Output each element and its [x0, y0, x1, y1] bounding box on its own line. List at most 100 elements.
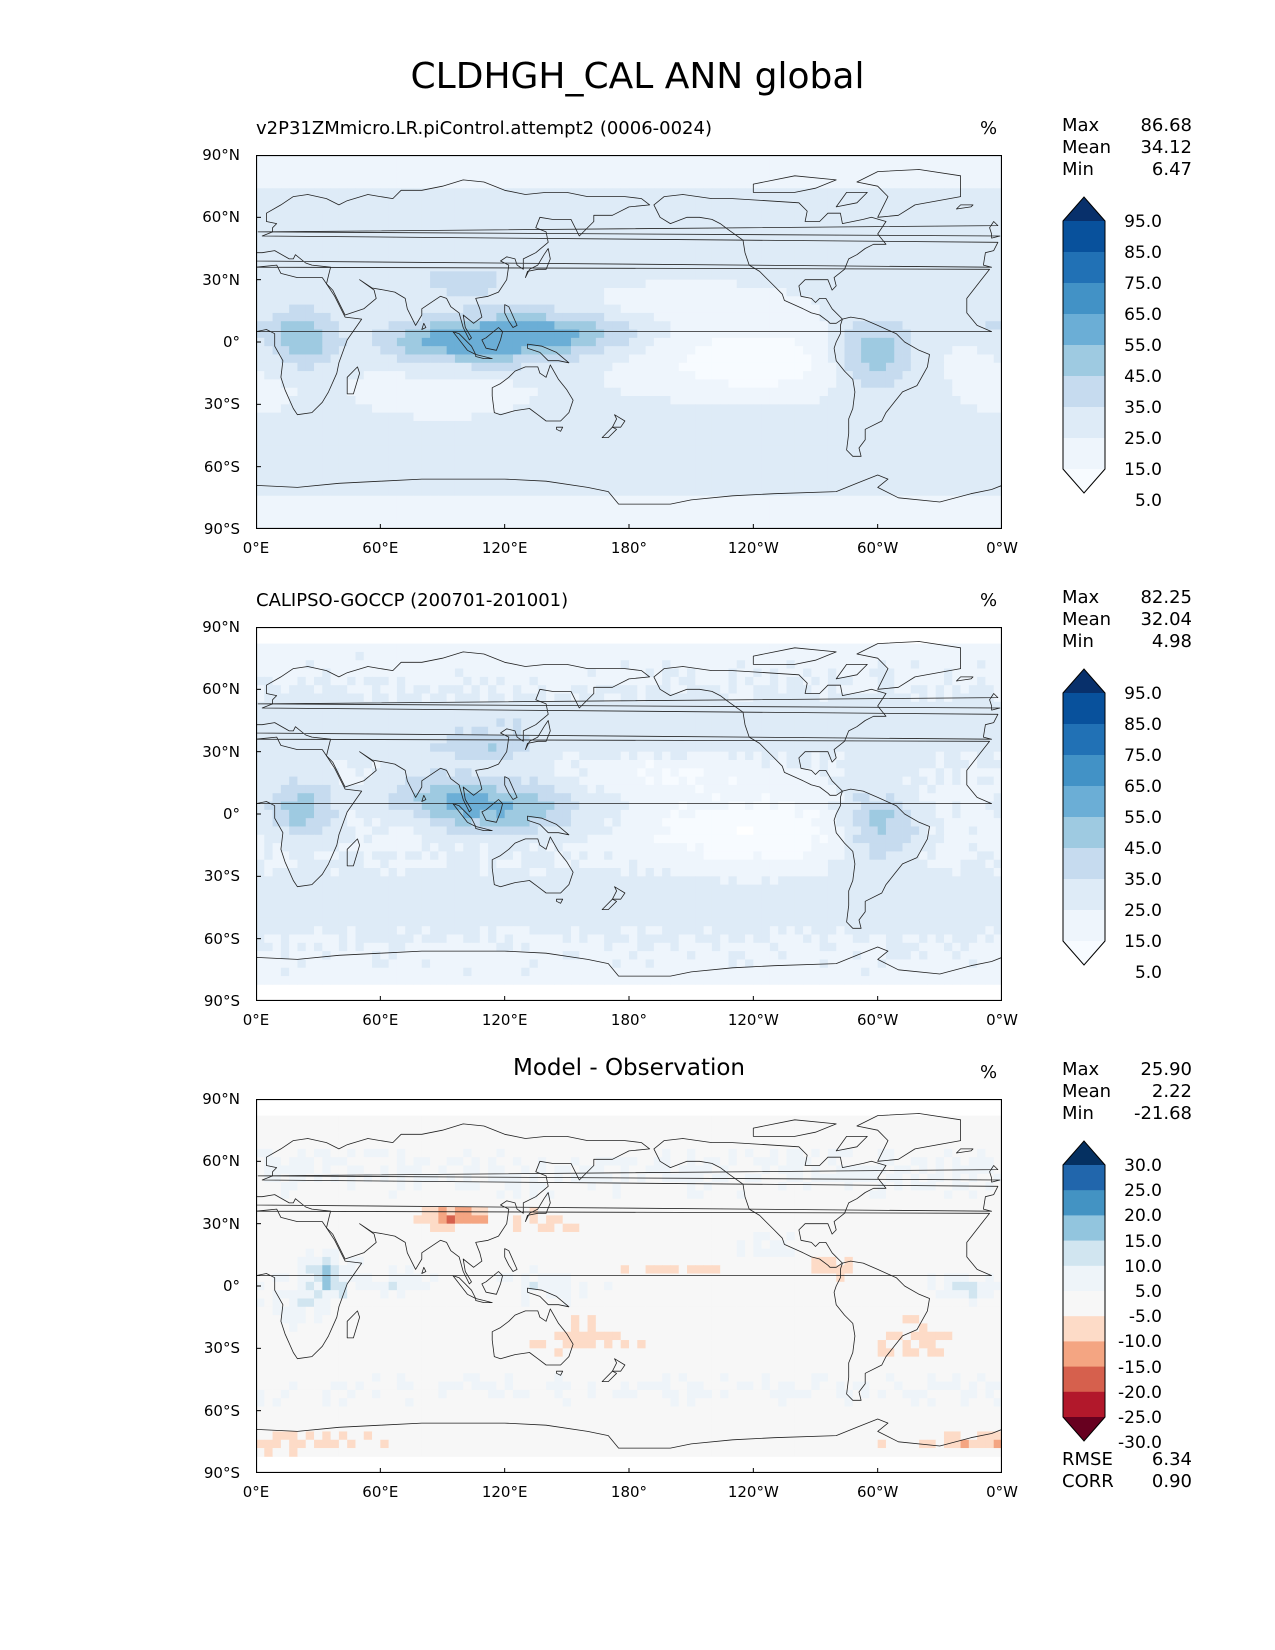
- colorbar-tick-label: 65.0: [1124, 305, 1162, 325]
- lat-tick-label: 0°: [222, 805, 240, 823]
- units-label: %: [980, 118, 998, 139]
- lon-tick-label: 180°: [610, 1483, 648, 1501]
- colorbar-tick-label: 35.0: [1124, 398, 1162, 418]
- colorbar-tick-label: 95.0: [1124, 212, 1162, 232]
- colorbar-tick-label: -15.0: [1118, 1357, 1162, 1378]
- stat-label: Min: [1062, 631, 1094, 652]
- coastlines: [256, 169, 1002, 529]
- stat-value: 4.98: [1151, 631, 1192, 652]
- lon-tick-label: 0°E: [242, 1011, 270, 1029]
- stat-value: 2.22: [1151, 1081, 1192, 1102]
- colorbar-tick-label: 75.0: [1124, 274, 1162, 294]
- stat-value: 82.25: [1140, 587, 1192, 608]
- colorbar-tick-label: 25.0: [1124, 901, 1162, 921]
- colorbar-tick-label: 55.0: [1124, 336, 1162, 356]
- lon-tick-label: 180°: [610, 1011, 648, 1029]
- lat-tick-label: 60°N: [202, 680, 240, 699]
- lon-tick-label: 0°W: [986, 1483, 1018, 1501]
- lat-tick-label: 30°S: [203, 867, 240, 886]
- units-label: %: [980, 590, 998, 611]
- lat-tick-label: 60°S: [203, 457, 240, 476]
- colorbar-tick-label: 25.0: [1124, 429, 1162, 449]
- lon-tick-label: 60°E: [362, 1483, 399, 1501]
- lat-tick-label: 30°N: [202, 270, 240, 289]
- panel-title: CALIPSO-GOCCP (200701-201001): [256, 590, 569, 611]
- colorbar-tick-label: 5.0: [1134, 1282, 1162, 1302]
- colorbar-tick-label: 20.0: [1124, 1206, 1162, 1227]
- lon-tick-label: 0°E: [242, 539, 270, 557]
- lat-tick-label: 30°N: [202, 1214, 240, 1233]
- lon-tick-label: 60°E: [362, 539, 399, 557]
- colorbar-tick-label: -10.0: [1118, 1332, 1162, 1353]
- stat-label: Min: [1062, 1103, 1094, 1124]
- colorbar-tick-label: 75.0: [1124, 746, 1162, 766]
- lat-tick-label: 90°N: [202, 146, 240, 164]
- panel-title: Model - Observation: [512, 1055, 746, 1081]
- colorbar-tick-label: 95.0: [1124, 684, 1162, 704]
- lat-tick-label: 60°N: [202, 208, 240, 227]
- lat-tick-label: 90°S: [203, 1464, 240, 1482]
- lon-tick-label: 60°W: [856, 1011, 899, 1029]
- stat-value: -21.68: [1133, 1103, 1192, 1124]
- map-panel-2: CALIPSO-GOCCP (200701-201001)% 90°N 60°N 30…: [0, 587, 1275, 1060]
- colorbar-tick-label: 45.0: [1124, 367, 1162, 387]
- stat-label: Max: [1062, 115, 1100, 136]
- colorbar-tick-label: -20.0: [1118, 1382, 1162, 1403]
- stats-block: Max 82.25 Mean 32.04 Min 4.98: [1062, 587, 1192, 653]
- stat-value: 6.34: [1151, 1449, 1192, 1470]
- colorbar: [1062, 668, 1106, 970]
- units-label: %: [980, 1062, 998, 1083]
- colorbar-tick-label: 10.0: [1124, 1256, 1162, 1277]
- coastlines: [256, 1113, 1002, 1473]
- lon-tick-label: 0°E: [242, 1483, 270, 1501]
- colorbar-tick-label: 55.0: [1124, 808, 1162, 828]
- lat-tick-label: 30°N: [202, 742, 240, 761]
- lon-tick-label: 60°E: [362, 1011, 399, 1029]
- panel-title: v2P31ZMmicro.LR.piControl.attempt2 (0006…: [256, 118, 712, 139]
- stats-block: Max 86.68 Mean 34.12 Min 6.47: [1062, 115, 1192, 181]
- lon-tick-label: 120°E: [481, 1011, 528, 1029]
- colorbar-tick-label: 5.0: [1134, 963, 1162, 983]
- colorbar-tick-label: 65.0: [1124, 777, 1162, 797]
- field-shading: [256, 155, 1002, 529]
- colorbar-tick-label: 45.0: [1124, 839, 1162, 859]
- lon-tick-label: 120°W: [727, 1483, 779, 1501]
- colorbar-tick-label: -5.0: [1128, 1307, 1162, 1328]
- ticks: [256, 1099, 1002, 1473]
- stat-value: 32.04: [1140, 609, 1192, 630]
- lat-tick-label: 0°: [222, 1277, 240, 1295]
- stat-value: 34.12: [1140, 137, 1192, 158]
- map-plot: [256, 627, 1002, 1001]
- stat-value: 6.47: [1151, 159, 1192, 180]
- coastlines: [256, 641, 1002, 1001]
- lat-tick-label: 60°N: [202, 1152, 240, 1171]
- field-shading: [256, 643, 1002, 985]
- stat-label: RMSE: [1062, 1449, 1113, 1470]
- stat-value: 25.90: [1140, 1059, 1192, 1080]
- lon-tick-label: 120°E: [481, 539, 528, 557]
- ticks: [256, 627, 1002, 1001]
- colorbar-tick-label: 15.0: [1124, 1231, 1162, 1252]
- map-panel-1: v2P31ZMmicro.LR.piControl.attempt2 (0006…: [0, 115, 1275, 588]
- colorbar-tick-label: 15.0: [1124, 460, 1162, 480]
- lon-tick-label: 120°W: [727, 1011, 779, 1029]
- lat-tick-label: 90°S: [203, 520, 240, 538]
- colorbar: [1062, 196, 1106, 498]
- stats-block: Max 25.90 Mean 2.22 Min -21.68: [1062, 1059, 1192, 1125]
- lon-tick-label: 60°W: [856, 1483, 899, 1501]
- lat-tick-label: 0°: [222, 333, 240, 351]
- stat-label: Mean: [1062, 137, 1112, 158]
- colorbar-tick-label: 15.0: [1124, 932, 1162, 952]
- stat-label: Min: [1062, 159, 1094, 180]
- lon-tick-label: 0°W: [986, 1011, 1018, 1029]
- lon-tick-label: 120°W: [727, 539, 779, 557]
- map-plot: [256, 155, 1002, 529]
- map-plot: [256, 1099, 1002, 1473]
- lat-tick-label: 60°S: [203, 1401, 240, 1420]
- colorbar-tick-label: -30.0: [1118, 1433, 1162, 1454]
- colorbar-tick-label: -25.0: [1118, 1408, 1162, 1428]
- lat-tick-label: 30°S: [203, 1339, 240, 1358]
- colorbar-tick-label: 30.0: [1124, 1156, 1162, 1176]
- field-shading: [256, 1115, 1002, 1457]
- stat-label: Mean: [1062, 609, 1112, 630]
